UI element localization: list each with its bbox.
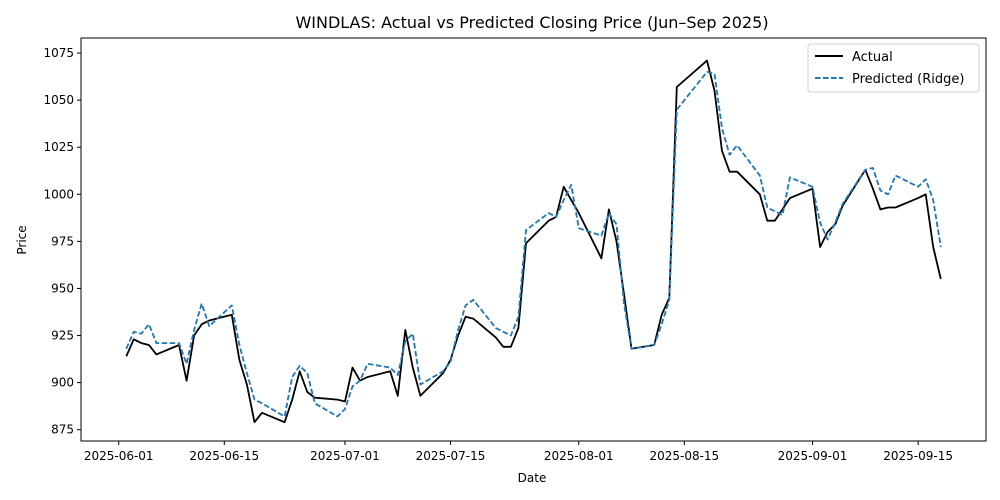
series-line-actual <box>125 59 942 424</box>
y-tick-label: 1000 <box>43 187 74 201</box>
y-axis-label: Price <box>15 225 29 254</box>
legend-box <box>807 43 980 93</box>
x-tick-label: 2025-09-01 <box>778 449 848 463</box>
x-tick-label: 2025-09-15 <box>883 449 953 463</box>
y-tick-label: 900 <box>51 376 74 390</box>
y-tick-label: 1050 <box>43 93 74 107</box>
series-line-predicted <box>125 71 942 418</box>
y-tick-label: 1025 <box>43 140 74 154</box>
x-tick-label: 2025-08-01 <box>544 449 614 463</box>
x-tick-label: 2025-08-15 <box>649 449 719 463</box>
x-axis-label: Date <box>518 471 547 485</box>
legend-label-predicted: Predicted (Ridge) <box>852 72 964 87</box>
plot-lines <box>125 59 942 424</box>
chart-title: WINDLAS: Actual vs Predicted Closing Pri… <box>295 13 768 32</box>
legend-label-actual: Actual <box>852 50 893 65</box>
y-tick-label: 975 <box>51 234 74 248</box>
x-tick-label: 2025-07-15 <box>416 449 486 463</box>
y-tick-label: 875 <box>51 423 74 437</box>
legend: Actual Predicted (Ridge) <box>807 43 980 93</box>
x-tick-label: 2025-06-15 <box>189 449 259 463</box>
plot-frame <box>80 37 987 442</box>
y-tick-label: 1075 <box>43 46 74 60</box>
x-tick-label: 2025-07-01 <box>310 449 380 463</box>
y-tick-label: 950 <box>51 281 74 295</box>
y-tick-label: 925 <box>51 329 74 343</box>
x-axis-ticks: 2025-06-01 2025-06-15 2025-07-01 2025-07-15… <box>84 441 953 463</box>
x-tick-label: 2025-06-01 <box>84 449 154 463</box>
y-axis-ticks: 875 900 925 950 975 1000 1025 1050 1075 <box>43 46 81 437</box>
